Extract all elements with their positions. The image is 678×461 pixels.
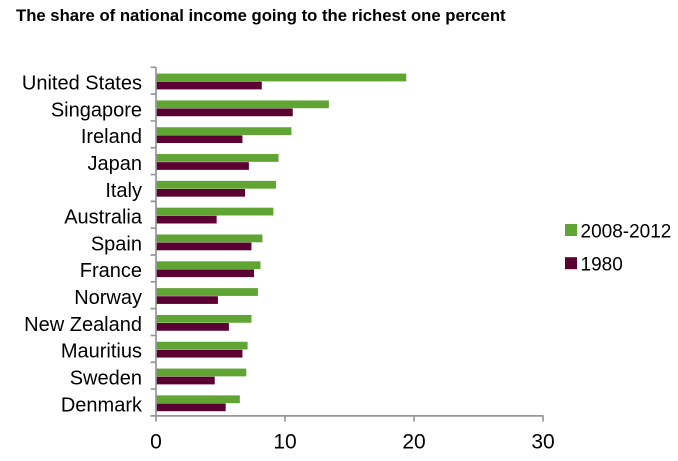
- svg-text:30: 30: [531, 431, 554, 454]
- svg-text:Spain: Spain: [91, 233, 142, 255]
- svg-text:Mauritius: Mauritius: [61, 341, 142, 363]
- svg-text:Ireland: Ireland: [81, 126, 142, 148]
- svg-text:New Zealand: New Zealand: [24, 314, 142, 336]
- svg-text:Sweden: Sweden: [70, 367, 142, 389]
- svg-text:France: France: [80, 260, 142, 282]
- svg-text:Australia: Australia: [64, 207, 143, 229]
- svg-text:Japan: Japan: [88, 153, 143, 175]
- svg-text:United States: United States: [22, 73, 142, 95]
- svg-text:Denmark: Denmark: [61, 394, 143, 416]
- svg-text:Singapore: Singapore: [51, 99, 142, 121]
- svg-text:The share of national income g: The share of national income going to th…: [16, 6, 506, 25]
- svg-text:20: 20: [402, 431, 425, 454]
- svg-text:0: 0: [150, 431, 162, 454]
- svg-text:2008-2012: 2008-2012: [581, 222, 672, 243]
- svg-text:Italy: Italy: [105, 180, 142, 202]
- svg-text:10: 10: [273, 431, 296, 454]
- svg-text:1980: 1980: [581, 255, 623, 276]
- svg-text:Norway: Norway: [74, 287, 142, 309]
